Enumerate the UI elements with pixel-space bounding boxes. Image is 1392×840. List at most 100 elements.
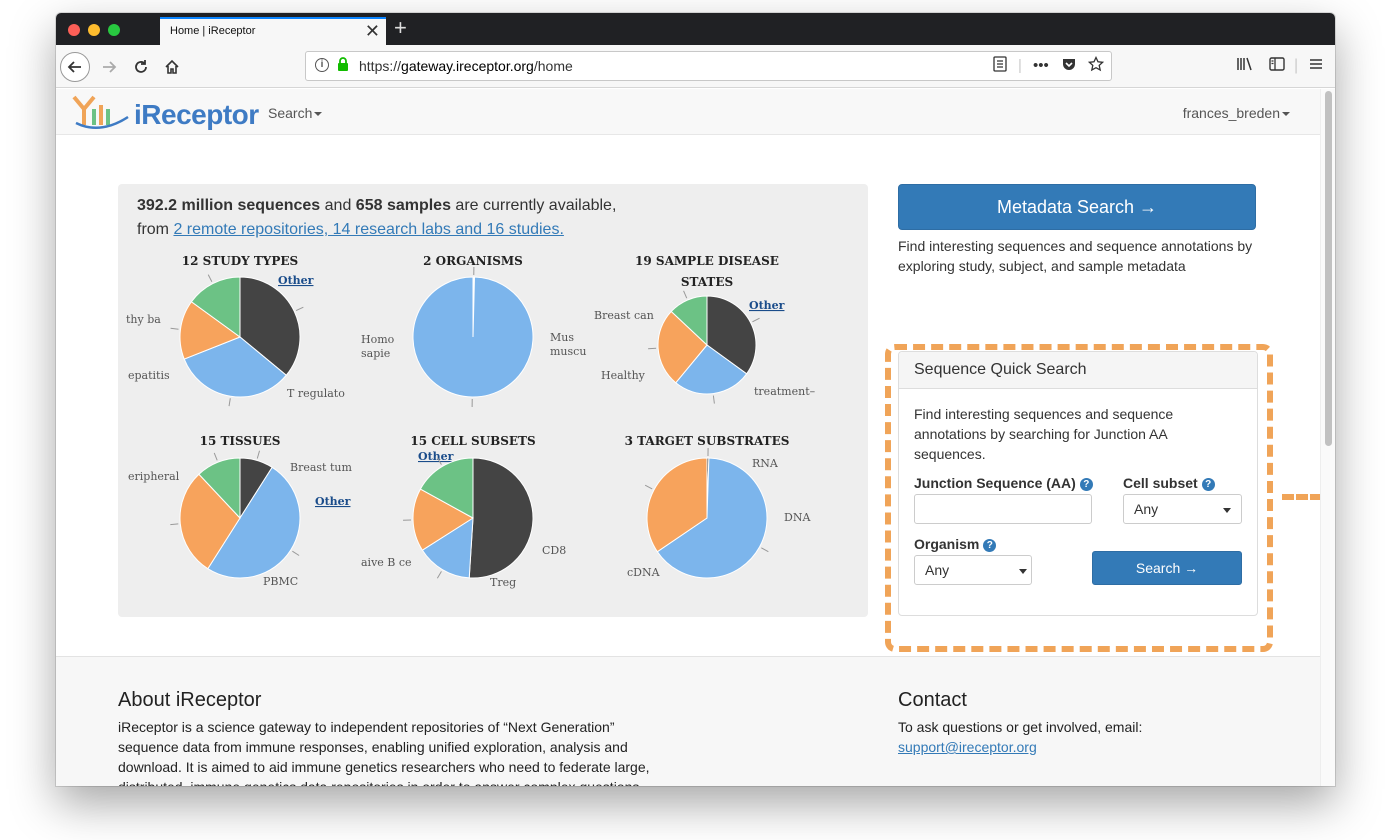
home-icon [165,59,179,74]
pie-label: RNA [752,457,779,470]
pie-label[interactable]: Other [278,274,314,287]
pie-slice[interactable] [656,457,768,579]
cell-subset-value: Any [1134,501,1159,517]
minimize-window-button[interactable] [88,24,100,36]
pie-slice[interactable] [412,276,534,398]
caret-down-icon [1282,112,1290,117]
pie-connector [761,547,769,553]
junction-label-text: Junction Sequence (AA) [914,475,1076,491]
pie-slice[interactable] [412,488,474,551]
forward-button[interactable] [94,52,124,82]
reload-icon [135,60,147,73]
about-title: About iReceptor [118,689,262,711]
home-button[interactable] [157,52,187,82]
pie-label: muscu [550,345,586,358]
sidebar-icon[interactable] [1269,56,1285,78]
metadata-search-description: Find interesting sequences and sequence … [898,238,1253,274]
pie-slice[interactable] [190,276,241,338]
help-icon[interactable]: ? [1079,478,1093,491]
close-window-button[interactable] [68,24,80,36]
pie-slice[interactable] [670,295,708,347]
about-text: iReceptor is a science gateway to indepe… [118,719,650,786]
pie-connector [292,550,300,556]
pie-slice[interactable] [419,457,474,519]
browser-tab[interactable]: Home | iReceptor ✕ [160,17,386,45]
footer: About iReceptor iReceptor is a science g… [56,656,1320,786]
sequence-count: 392.2 million sequences [137,197,321,214]
library-icon[interactable] [1236,56,1254,78]
pie-label[interactable]: Other [418,450,454,463]
pie-slice[interactable] [657,310,708,384]
pie-label: thy ba [126,313,161,326]
pie-label: Breast tum [290,461,352,474]
pie-label[interactable]: Other [315,495,351,508]
user-menu[interactable]: frances_breden [1183,105,1290,121]
pie-slice[interactable] [706,295,757,375]
organism-value: Any [925,562,950,578]
pie-slice[interactable] [183,336,287,398]
more-actions-icon[interactable]: ••• [1033,57,1049,74]
menu-icon[interactable] [1308,56,1324,78]
pie-slice[interactable] [468,457,534,579]
page-content: iReceptor Search frances_breden 392.2 mi… [56,89,1320,786]
url-bar[interactable]: i https://gateway.ireceptor.org/home | •… [305,51,1112,81]
pie-slice[interactable] [198,457,241,520]
quick-search-button[interactable]: Search → [1092,551,1242,585]
organism-select[interactable]: Any [914,555,1032,585]
maximize-window-button[interactable] [108,24,120,36]
pie-slice[interactable] [421,517,474,579]
pie-label: T regulato [287,387,345,400]
toolbar-divider: | [1294,57,1299,74]
pie-slice[interactable] [239,276,301,376]
cell-subset-label: Cell subset? [1123,475,1215,491]
junction-sequence-input[interactable] [914,494,1092,524]
reload-button[interactable] [126,52,156,82]
pie-slice[interactable] [675,344,748,395]
pie-connector [683,290,688,299]
metadata-search-button[interactable]: Metadata Search → [898,184,1256,230]
pie-label: CD8 [542,544,566,557]
pie-charts: 12 STUDY TYPES Other T regulato epatitis thy… [126,254,816,589]
pie-slice[interactable] [179,301,242,360]
help-icon[interactable]: ? [1201,478,1215,491]
contact-description: To ask questions or get involved, email: [898,719,1143,735]
stats-from: from [137,221,174,238]
pie-label: eripheral [128,470,180,483]
pocket-icon[interactable] [1061,56,1077,78]
contact-email-link[interactable]: support@ireceptor.org [898,739,1037,755]
pie-connector [170,523,179,526]
sources-link[interactable]: 2 remote repositories, 14 research labs … [173,221,564,238]
pie-label[interactable]: Other [749,299,785,312]
pie-slice[interactable] [179,473,241,570]
pie-title: 15 CELL SUBSETS [410,434,535,448]
pie-connector [256,450,261,459]
pie-connector [228,398,231,407]
pie-title: 3 TARGET SUBSTRATES [625,434,790,448]
reader-view-icon[interactable] [993,56,1007,78]
browser-window: Home | iReceptor ✕ + i https://gateway.i… [56,13,1335,786]
tab-bar: Home | iReceptor ✕ + [56,13,1335,45]
search-menu[interactable]: Search [268,105,323,121]
pie-connector [752,317,760,323]
pie-slice[interactable] [207,466,301,579]
new-tab-button[interactable]: + [394,15,407,40]
pie-label: Treg [490,576,516,589]
back-button[interactable] [60,52,90,82]
chevron-down-icon [1223,508,1231,513]
page-scrollbar[interactable] [1320,89,1335,786]
url-divider: | [1018,57,1022,74]
bookmark-star-icon[interactable] [1087,55,1105,78]
cell-subset-select[interactable]: Any [1123,494,1242,524]
tab-close-icon[interactable]: ✕ [364,21,380,41]
scrollbar-thumb[interactable] [1325,91,1332,446]
stats-sources: from 2 remote repositories, 14 research … [137,221,564,239]
pie-connector [712,395,715,404]
sequence-quick-search-panel: Sequence Quick Search Find interesting s… [898,351,1258,616]
pie-connector [644,484,653,490]
organism-label: Organism? [914,536,997,552]
pie-slice[interactable] [646,457,708,553]
help-icon[interactable]: ? [983,539,997,552]
info-icon[interactable]: i [315,58,329,72]
forward-arrow-icon [103,61,117,73]
ireceptor-logo[interactable]: iReceptor [72,91,259,136]
